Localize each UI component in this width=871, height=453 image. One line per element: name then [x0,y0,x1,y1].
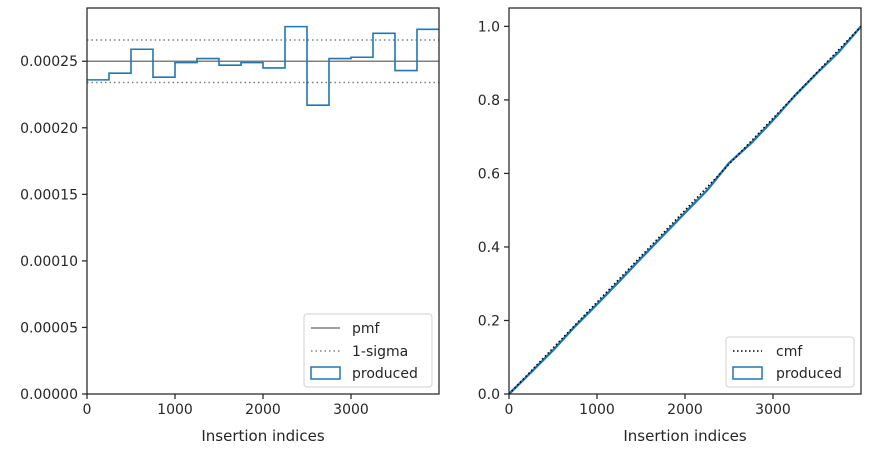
histogram-y-tick-label: 0.00000 [20,387,78,403]
cumulative-y-tick-label: 0.8 [478,93,500,109]
histogram-y-tick-label: 0.00025 [20,54,78,70]
cumulative-x-tick-label: 1000 [579,402,615,418]
histogram-x-tick-label: 2000 [245,402,281,418]
cumulative-panel: 0 1000 2000 3000 0.0 0.2 0.4 0.6 0.8 1.0 Inserti… [478,7,862,445]
cmf-line [508,25,862,395]
histogram-y-ticks: 0.00000 0.00005 0.00010 0.00015 0.00020 0.000… [20,54,87,403]
histogram-y-tick-label: 0.00020 [20,121,78,137]
histogram-x-ticks: 0 1000 2000 3000 [83,394,369,418]
cumulative-y-tick-label: 0.4 [478,240,500,256]
histogram-y-tick-label: 0.00010 [20,254,78,270]
produced-histogram-step [87,25,439,106]
histogram-panel: 0 1000 2000 3000 0.000000.000050.000100.000… [20,7,440,445]
cumulative-x-tick-label: 0 [505,402,514,418]
histogram-y-tick-label: 0.00005 [20,320,78,336]
cumulative-y-tick-label: 0.0 [478,387,500,403]
cumulative-x-tick-label: 2000 [667,402,703,418]
cumulative-y-tick-label: 1.0 [478,19,500,35]
legend-pmf-label: pmf [352,321,381,337]
histogram-x-tick-label: 1000 [157,402,193,418]
cumulative-legend-box [725,336,855,388]
histogram-legend: pmf 1-sigma produced [303,313,433,388]
histogram-y-tick-label: 0.00015 [20,187,78,203]
histogram-legend-box [303,313,433,388]
legend-produced-label: produced [352,366,418,382]
legend-cmf-label: cmf [776,344,803,360]
produced-cumulative-line [508,25,862,395]
histogram-plot-area [87,25,439,106]
legend-sigma-label: 1-sigma [352,344,408,360]
cumulative-x-ticks: 0 1000 2000 3000 [505,394,791,418]
cumulative-plot-area [508,25,862,395]
legend-produced-swatch [310,366,341,380]
cumulative-y-ticks: 0.0 0.2 0.4 0.6 0.8 1.0 [478,19,509,403]
legend-produced-swatch [732,366,763,380]
cumulative-legend: cmf produced [725,336,855,388]
histogram-x-tick-label: 3000 [333,402,369,418]
cumulative-x-tick-label: 3000 [755,402,791,418]
cumulative-y-tick-label: 0.2 [478,313,500,329]
cumulative-x-axis-label: Insertion indices [623,427,746,445]
cumulative-y-tick-label: 0.6 [478,166,500,182]
histogram-x-tick-label: 0 [83,402,92,418]
histogram-x-axis-label: Insertion indices [201,427,324,445]
legend-produced-label: produced [776,366,842,382]
